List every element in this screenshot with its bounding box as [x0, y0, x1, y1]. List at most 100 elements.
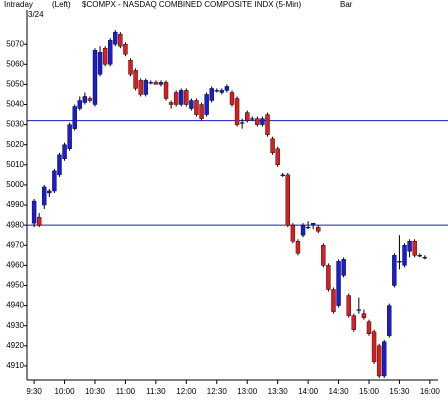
candle-body [148, 82, 154, 84]
candle-body [275, 148, 280, 166]
candle-body [97, 52, 103, 75]
candle-body [412, 241, 417, 256]
candle-body [361, 313, 367, 318]
x-tick-label: 12:00 [176, 387, 197, 396]
candle-body [108, 39, 113, 65]
y-tick-label: 5070 [6, 39, 24, 48]
candle-body [204, 94, 209, 115]
candle-body [397, 261, 402, 263]
candle-body [366, 321, 372, 334]
candle-body [316, 226, 321, 232]
y-tick-label: 4950 [6, 281, 24, 290]
candle-body [184, 90, 189, 105]
candle-body [260, 118, 265, 125]
candle-body [300, 224, 306, 236]
axis-side-label: (Left) [52, 0, 71, 9]
x-tick-label: 14:00 [298, 387, 319, 396]
y-tick-label: 4980 [6, 220, 24, 229]
candle-body [82, 96, 88, 103]
candle-body [295, 241, 301, 254]
candle-body [214, 90, 219, 92]
candle-body [163, 82, 169, 99]
candle-body [321, 245, 326, 266]
candle-body [36, 216, 42, 226]
period-label: Intraday [4, 0, 33, 9]
x-tick-label: 13:30 [268, 387, 289, 396]
candle-body [158, 82, 164, 85]
candle-body [407, 241, 412, 252]
candle-body [229, 92, 235, 105]
candle-body [376, 345, 382, 377]
candle-body [67, 124, 72, 149]
candle-body [168, 102, 174, 105]
candle-body [346, 295, 351, 316]
candle-body [245, 112, 250, 121]
candle-body [417, 255, 422, 257]
chart-title: $COMPX - NASDAQ COMBINED COMPOSITE INDX … [82, 0, 301, 9]
y-tick-label: 4930 [6, 321, 24, 330]
candle-body [133, 70, 138, 89]
candle-body [331, 289, 336, 312]
x-tick-label: 15:30 [389, 387, 410, 396]
y-tick-label: 4910 [6, 361, 24, 370]
x-tick-label: 11:00 [116, 387, 136, 396]
candle-body [138, 80, 143, 95]
candle-body [31, 200, 37, 224]
candle-body [270, 138, 275, 153]
candle-body [336, 261, 341, 306]
x-tick-label: 11:30 [146, 387, 166, 396]
candle-body [371, 331, 377, 363]
candle-body [113, 31, 118, 45]
candle-body [422, 257, 428, 259]
candle-body [209, 88, 214, 101]
y-tick-label: 4960 [6, 260, 24, 269]
candle-body [199, 104, 204, 119]
candle-body [87, 98, 93, 101]
x-tick-label: 15:00 [359, 387, 380, 396]
candle-body [102, 48, 108, 65]
y-tick-label: 5040 [6, 100, 24, 109]
date-label: 3/24 [28, 10, 44, 19]
candle-body [189, 100, 194, 109]
style-label: Bar [340, 0, 353, 9]
candle-body [77, 100, 82, 109]
candle-body [341, 259, 346, 276]
x-tick-label: 16:00 [420, 387, 441, 396]
candle-body [265, 114, 270, 135]
candle-body [224, 86, 230, 91]
candle-body [239, 122, 245, 124]
candle-body [285, 174, 291, 226]
x-tick-label: 14:30 [329, 387, 350, 396]
candle-body [118, 33, 123, 47]
candle-body [42, 186, 47, 206]
candle-body [290, 224, 296, 242]
candle-body [382, 341, 387, 377]
y-tick-label: 5020 [6, 140, 24, 149]
x-tick-label: 10:00 [55, 387, 76, 396]
candle-body [219, 90, 225, 93]
y-tick-label: 4970 [6, 240, 24, 249]
candle-body [234, 98, 240, 125]
y-tick-label: 5000 [6, 180, 24, 189]
candle-body [310, 222, 316, 226]
candle-body [351, 315, 356, 330]
y-tick-label: 4990 [6, 200, 24, 209]
candle-body [255, 118, 260, 125]
candle-body [92, 50, 98, 105]
y-tick-label: 5060 [6, 59, 24, 68]
y-tick-label: 5050 [6, 80, 24, 89]
candle-body [280, 174, 285, 176]
candle-body [392, 255, 397, 286]
candle-body [173, 92, 179, 105]
candle-body [153, 82, 159, 85]
x-tick-label: 10:30 [85, 387, 106, 396]
candle-body [387, 305, 392, 336]
candle-body [143, 80, 148, 95]
candle-body [194, 100, 199, 115]
candle-body [123, 43, 128, 55]
y-tick-label: 5010 [6, 160, 24, 169]
candle-body [47, 190, 52, 194]
